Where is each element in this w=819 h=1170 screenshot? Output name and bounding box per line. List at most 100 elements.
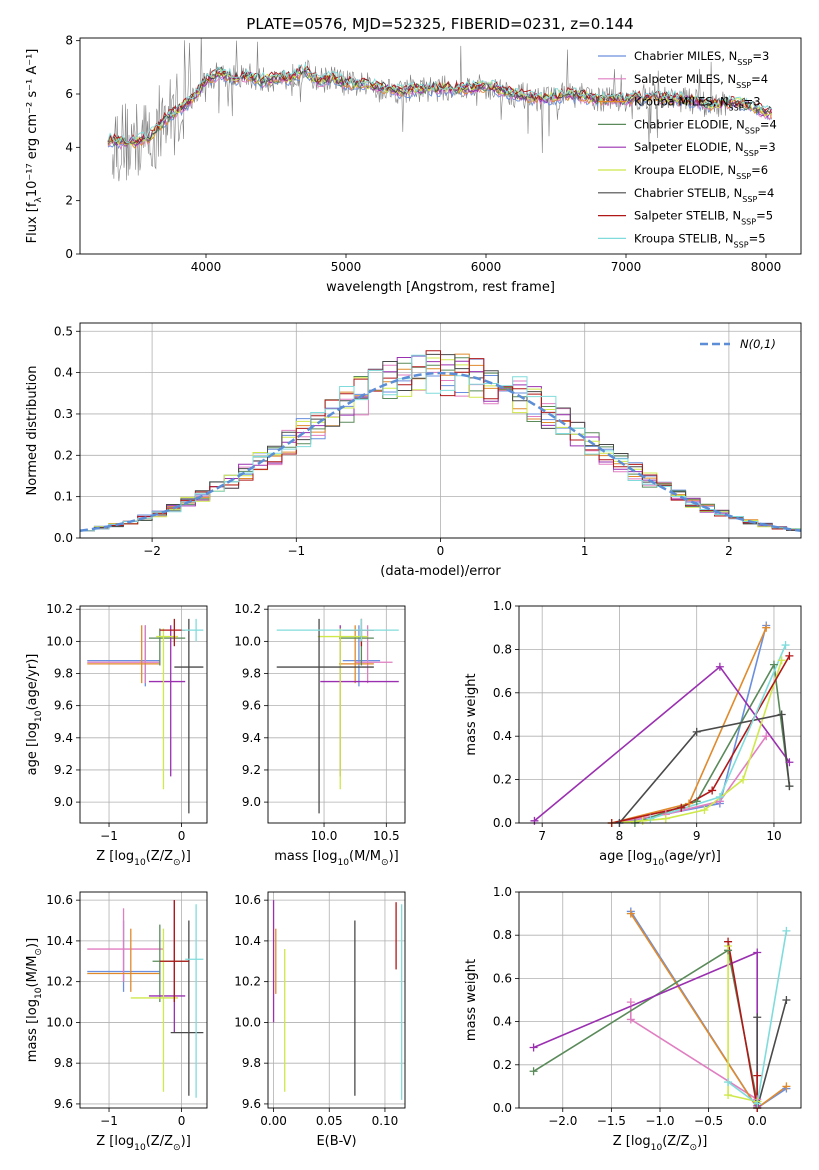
tick-label-y: 1.0	[493, 885, 512, 899]
residual-histogram	[80, 354, 801, 532]
error-bar	[181, 618, 204, 642]
tick-label-y: 0.2	[493, 1058, 512, 1072]
error-bar	[148, 628, 186, 666]
tick-label-x: 0	[437, 544, 445, 558]
tick-label-y: 0.2	[493, 773, 512, 787]
panel-age-vs-mass: 10.0 10.5 9.0 9.2 9.4 9.6 9.8 10.0 10.2 mass [log…	[234, 602, 406, 868]
tick-label-x: 10.5	[373, 829, 400, 843]
panel-spectrum: 4000 5000 6000 7000 8000 0 2 4 6 8 wavelength [Ang…	[25, 15, 802, 295]
weight-marker	[700, 805, 709, 814]
model-spectrum	[107, 64, 773, 145]
tick-label-x: −1	[100, 1114, 118, 1128]
tick-label-x: 8	[616, 829, 624, 843]
tick-label-y: 1.0	[493, 599, 512, 613]
tick-label-x: 0.10	[372, 1114, 399, 1128]
weight-marker	[781, 641, 790, 650]
tick-label-y: 9.8	[54, 667, 73, 681]
model-spectrum	[107, 62, 772, 144]
legend-entry: Kroupa STELIB, NSSP=5	[634, 231, 766, 249]
weight-line	[611, 627, 767, 823]
error-bar	[170, 920, 204, 1096]
model-spectrum	[107, 65, 772, 146]
weight-line	[611, 655, 791, 823]
weight-marker	[626, 1015, 635, 1024]
tick-label-y: 0.5	[54, 324, 73, 338]
y-axis-label: mass weight	[464, 673, 479, 755]
tick-label-y: 9.2	[54, 763, 73, 777]
tick-label-x: 2	[725, 544, 733, 558]
tick-label-y: 10.6	[46, 893, 73, 907]
x-axis-label: wavelength [Angstrom, rest frame]	[326, 280, 555, 295]
tick-label-x: −1.5	[597, 1114, 626, 1128]
weight-marker	[684, 799, 693, 808]
weight-marker	[529, 1043, 538, 1052]
weight-line	[618, 713, 791, 823]
legend-entry: Salpeter STELIB, NSSP=5	[634, 209, 773, 227]
tick-label-y: 10.2	[234, 602, 261, 616]
tick-label-y: 9.6	[54, 1097, 73, 1111]
error-bar	[185, 904, 204, 1098]
tick-label-y: 0.0	[493, 1101, 512, 1115]
weight-marker	[715, 662, 724, 671]
weight-marker	[769, 660, 778, 669]
tick-label-y: 9.0	[54, 795, 73, 809]
y-axis-label: age [log10(age/yr)]	[25, 654, 44, 776]
weight-marker	[782, 996, 791, 1004]
x-axis-label: age [log10(age/yr)]	[599, 849, 721, 868]
tick-label-y: 0.0	[54, 531, 73, 545]
weight-marker	[724, 1078, 733, 1087]
tick-label-y: 0.2	[54, 448, 73, 462]
tick-label-x: 8000	[751, 260, 782, 274]
tick-label-y: 0	[65, 247, 73, 261]
tick-label-x: −1.0	[645, 1114, 674, 1128]
tick-label-x: −1	[287, 544, 305, 558]
legend-entry: Chabrier MILES, NSSP=3	[634, 49, 769, 67]
error-bar	[87, 908, 164, 982]
legend-entry: Salpeter ELODIE, NSSP=3	[634, 140, 776, 158]
y-axis-label: Flux [fλ10⁻¹⁷ erg cm⁻² s⁻¹ A⁻¹]	[25, 49, 44, 244]
weight-marker	[762, 732, 771, 741]
tick-label-y: 9.0	[242, 795, 261, 809]
tick-label-x: −2	[143, 544, 161, 558]
weight-marker	[785, 651, 794, 660]
weight-marker	[753, 948, 762, 957]
error-bar	[174, 618, 204, 814]
panel-age-vs-Z: −1 0 9.0 9.2 9.4 9.6 9.8 10.0 10.2 Z [log10(Z/Z⊙)…	[25, 602, 208, 868]
error-bar	[148, 625, 186, 777]
weight-line	[756, 999, 788, 1108]
tick-label-x: 10	[766, 829, 781, 843]
tick-label-y: 6	[65, 87, 73, 101]
weight-marker	[753, 1013, 762, 1022]
error-bar	[338, 628, 374, 666]
error-bar	[87, 625, 160, 684]
x-axis-label: Z [log10(Z/Z⊙)]	[96, 1134, 191, 1153]
tick-label-x: 0.0	[748, 1114, 767, 1128]
y-axis-label: mass [log10(M/M⊙)]	[25, 938, 44, 1062]
tick-label-y: 10.2	[46, 975, 73, 989]
legend-entry: Kroupa MILES, NSSP=3	[634, 95, 761, 113]
weight-line	[611, 735, 767, 823]
axes-frame	[518, 605, 802, 824]
tick-label-y: 9.6	[242, 1097, 261, 1111]
weight-marker	[626, 998, 635, 1007]
weight-marker	[782, 1082, 791, 1091]
plot-area	[87, 900, 204, 1098]
tick-label-x: 0.00	[260, 1114, 287, 1128]
axes-frame	[267, 891, 406, 1109]
panel-weight-vs-age: 7 8 9 10 0.0 0.2 0.4 0.6 0.8 1.0 age [log10(age/yr…	[464, 599, 802, 868]
weight-marker	[692, 727, 701, 736]
tick-label-y: 10.0	[46, 1015, 73, 1029]
plot-area	[533, 625, 791, 823]
weight-marker	[692, 797, 701, 806]
y-axis-label: mass weight	[464, 959, 479, 1041]
weight-line	[630, 1002, 758, 1101]
panel-residuals: −2 −1 0 1 2 0.0 0.1 0.2 0.3 0.4 0.5 (data-model)/er…	[25, 322, 802, 579]
tick-label-y: 0.6	[493, 971, 512, 985]
tick-label-y: 10.6	[234, 893, 261, 907]
tick-label-y: 10.0	[234, 634, 261, 648]
axes-frame	[267, 605, 406, 824]
plot-area	[87, 618, 204, 814]
weight-line	[650, 644, 787, 820]
error-bar	[338, 625, 374, 684]
